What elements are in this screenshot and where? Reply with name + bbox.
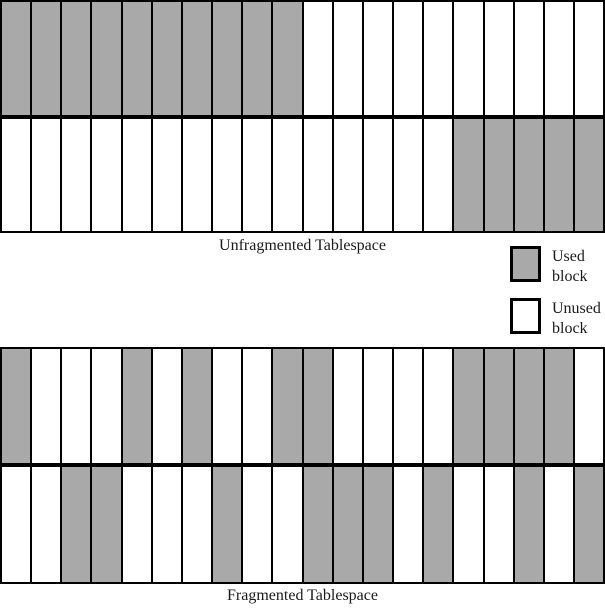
unused-block [150,117,183,233]
legend: Used block Unused block [510,246,605,339]
unused-block [0,465,33,584]
unused-block [60,117,93,233]
unused-block [572,0,605,117]
unused-block [392,347,425,465]
unused-block [150,465,183,584]
used-block [60,465,93,584]
unfragmented-tablespace [0,0,605,233]
used-block [512,347,545,465]
used-block [211,465,244,584]
used-block-label: Used block [552,248,588,285]
used-block [150,0,183,117]
unused-block [361,347,395,465]
unused-block [542,465,575,584]
unused-block [482,0,515,117]
unused-block [392,0,425,117]
used-block [512,465,545,584]
unused-block [271,465,304,584]
used-block [512,117,545,233]
used-block [271,347,304,465]
used-block [120,0,153,117]
used-block [572,465,605,584]
unused-block [120,117,153,233]
unused-block [361,0,395,117]
unused-block [150,347,183,465]
unused-block [30,465,63,584]
unused-block [331,347,364,465]
unused-block [90,347,123,465]
fragmented-tablespace-label: Fragmented Tablespace [227,587,378,604]
fragmented-row-1 [0,347,605,465]
used-block [452,117,485,233]
unused-block [572,347,605,465]
used-block [572,117,605,233]
fragmented-row-2 [0,465,605,584]
used-block [361,465,395,584]
used-block [90,0,123,117]
unused-block [392,465,425,584]
unused-block [452,465,485,584]
unused-block [30,117,63,233]
used-block [60,0,93,117]
unused-block [392,117,425,233]
unused-block [271,117,304,233]
used-block [482,347,515,465]
unused-block [422,117,455,233]
used-block [542,347,575,465]
unused-block [301,0,334,117]
unused-block [120,465,153,584]
used-block [542,117,575,233]
unused-block [482,465,515,584]
unused-block [0,117,33,233]
unused-block-label: Unused block [552,300,601,337]
unfragmented-row-2 [0,117,605,233]
used-block [180,347,214,465]
unused-block [60,347,93,465]
unused-block [180,117,214,233]
used-block [271,0,304,117]
unfragmented-tablespace-label: Unfragmented Tablespace [219,237,386,254]
unfragmented-row-1 [0,0,605,117]
unused-block-swatch [510,298,541,334]
used-block [482,117,515,233]
unused-block [422,0,455,117]
used-block [301,465,334,584]
used-block [0,347,33,465]
used-block [211,0,244,117]
unused-block [241,465,274,584]
used-block [30,0,63,117]
unused-block [452,0,485,117]
legend-item-used: Used block [510,246,605,287]
unused-block [241,347,274,465]
unused-block [180,465,214,584]
used-block [90,465,123,584]
unused-block [241,117,274,233]
unused-block [422,347,455,465]
used-block-swatch [510,246,541,282]
unused-block [331,0,364,117]
used-block [241,0,274,117]
fragmented-tablespace [0,347,605,584]
unused-block [211,117,244,233]
used-block [331,465,364,584]
unused-block [361,117,395,233]
used-block [452,347,485,465]
used-block [422,465,455,584]
unused-block [301,117,334,233]
unused-block [211,347,244,465]
unused-block [30,347,63,465]
unused-block [542,0,575,117]
used-block [0,0,33,117]
used-block [120,347,153,465]
legend-item-unused: Unused block [510,298,605,339]
unused-block [512,0,545,117]
used-block [180,0,214,117]
unused-block [331,117,364,233]
used-block [301,347,334,465]
unused-block [90,117,123,233]
